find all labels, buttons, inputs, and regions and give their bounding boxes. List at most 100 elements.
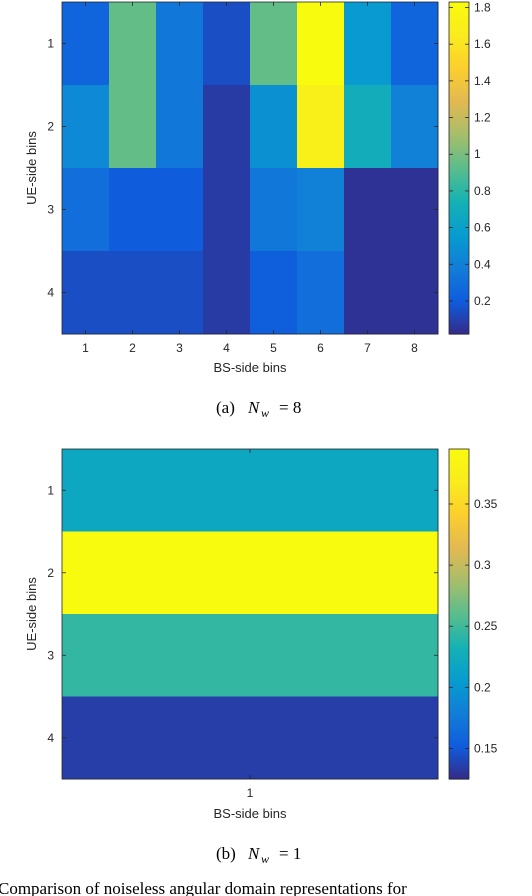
colorbar-segment bbox=[449, 37, 469, 42]
colorbar-segment bbox=[449, 303, 469, 307]
colorbar-segment bbox=[449, 542, 469, 546]
y-tick-label: 2 bbox=[47, 566, 54, 580]
heatmap-cell bbox=[62, 251, 110, 335]
colorbar-segment bbox=[449, 251, 469, 255]
colorbar-segment bbox=[449, 18, 469, 22]
colorbar-segment bbox=[449, 104, 469, 108]
colorbar-segment bbox=[449, 559, 469, 563]
colorbar-segment bbox=[449, 515, 469, 519]
colorbar-frame bbox=[448, 1, 470, 335]
colorbar-segment bbox=[449, 641, 469, 645]
colorbar-segment bbox=[449, 526, 469, 530]
colorbar-segment bbox=[449, 512, 469, 516]
colorbar-segment bbox=[449, 7, 469, 11]
colorbar-segment bbox=[449, 454, 469, 458]
colorbar-segment bbox=[449, 603, 469, 607]
colorbar-segment bbox=[449, 748, 469, 753]
colorbar-segment bbox=[449, 759, 469, 764]
colorbar-segment bbox=[449, 770, 469, 775]
colorbar-segment bbox=[449, 79, 469, 83]
colorbar-segment bbox=[449, 173, 469, 177]
colorbar-b: 0.15 0.2 0.25 0.3 0.35 bbox=[448, 448, 498, 780]
colorbar-segment bbox=[449, 614, 469, 618]
colorbar-segment bbox=[449, 289, 469, 294]
colorbar-segment bbox=[449, 328, 469, 332]
heatmap-chart-b: 1 1 2 3 4 BS-side bins UE-side bins 0.15 0.2… bbox=[24, 448, 498, 821]
colorbar-segment bbox=[449, 54, 469, 58]
colorbar-segment bbox=[449, 300, 469, 305]
heatmap-b-ylabel: UE-side bins bbox=[24, 577, 39, 651]
colorbar-segment bbox=[449, 636, 469, 640]
heatmap-cell bbox=[391, 251, 439, 335]
colorbar-segment bbox=[449, 627, 469, 632]
colorbar-segment bbox=[449, 62, 469, 67]
colorbar-segment bbox=[449, 281, 469, 285]
colorbar-segment bbox=[449, 226, 469, 230]
colorbar-segment bbox=[449, 718, 469, 722]
colorbar-segment bbox=[449, 126, 469, 130]
colorbar-tick-label: 0.4 bbox=[474, 257, 491, 271]
heatmap-cell bbox=[109, 168, 157, 252]
heatmap-a-xlabel: BS-side bins bbox=[214, 360, 287, 375]
x-tick-label: 5 bbox=[270, 341, 277, 355]
colorbar-segment bbox=[449, 118, 469, 122]
colorbar-segment bbox=[449, 743, 469, 747]
colorbar-segment bbox=[449, 605, 469, 610]
heatmap-cell bbox=[62, 168, 110, 252]
colorbar-segment bbox=[449, 123, 469, 128]
colorbar-segment bbox=[449, 589, 469, 593]
colorbar-tick-label: 1 bbox=[474, 147, 481, 161]
colorbar-segment bbox=[449, 704, 469, 709]
colorbar-tick-label: 1.2 bbox=[474, 111, 491, 125]
colorbar-tick-label: 0.8 bbox=[474, 184, 491, 198]
colorbar-segment bbox=[449, 768, 469, 772]
colorbar-segment bbox=[449, 4, 469, 9]
colorbar-segment bbox=[449, 184, 469, 188]
colorbar-segment bbox=[449, 134, 469, 139]
colorbar-segment bbox=[449, 528, 469, 533]
colorbar-segment bbox=[449, 578, 469, 582]
colorbar-segment bbox=[449, 198, 469, 202]
colorbar-segment bbox=[449, 143, 469, 147]
heatmap-cell bbox=[203, 2, 251, 86]
colorbar-segment bbox=[449, 46, 469, 50]
colorbar-segment bbox=[449, 331, 469, 335]
colorbar-segment bbox=[449, 652, 469, 656]
colorbar-segment bbox=[449, 462, 469, 467]
colorbar-segment bbox=[449, 490, 469, 494]
y-tick-label: 4 bbox=[47, 286, 54, 300]
colorbar-segment bbox=[449, 311, 469, 316]
colorbar-segment bbox=[449, 531, 469, 535]
colorbar-tick-label: 1.6 bbox=[474, 37, 491, 51]
x-tick-label: 7 bbox=[364, 341, 371, 355]
colorbar-segment bbox=[449, 187, 469, 191]
colorbar-segment bbox=[449, 732, 469, 736]
colorbar-tick-label: 0.2 bbox=[474, 680, 491, 694]
colorbar-segment bbox=[449, 509, 469, 513]
colorbar-segment bbox=[449, 776, 469, 780]
heatmap-a-y-ticks: 1 2 3 4 bbox=[47, 37, 438, 300]
colorbar-segment bbox=[449, 757, 469, 761]
colorbar-segment bbox=[449, 724, 469, 728]
colorbar-segment bbox=[449, 682, 469, 687]
colorbar-segment bbox=[449, 267, 469, 271]
colorbar-segment bbox=[449, 517, 469, 522]
colorbar-segment bbox=[449, 322, 469, 327]
heatmap-cell bbox=[203, 251, 251, 335]
colorbar-segment bbox=[449, 10, 469, 14]
colorbar-frame bbox=[448, 448, 470, 780]
colorbar-segment bbox=[449, 655, 469, 659]
colorbar-segment bbox=[449, 129, 469, 133]
colorbar-segment bbox=[449, 96, 469, 100]
colorbar-segment bbox=[449, 275, 469, 280]
caption-b-prefix: (b) bbox=[216, 844, 236, 863]
colorbar-segment bbox=[449, 550, 469, 555]
colorbar-segment bbox=[449, 633, 469, 637]
colorbar-segment bbox=[449, 773, 469, 777]
colorbar-segment bbox=[449, 90, 469, 94]
colorbar-segment bbox=[449, 471, 469, 475]
heatmap-cell bbox=[297, 85, 345, 169]
colorbar-segment bbox=[449, 583, 469, 588]
y-tick-label: 2 bbox=[47, 120, 54, 134]
colorbar-segment bbox=[449, 699, 469, 703]
